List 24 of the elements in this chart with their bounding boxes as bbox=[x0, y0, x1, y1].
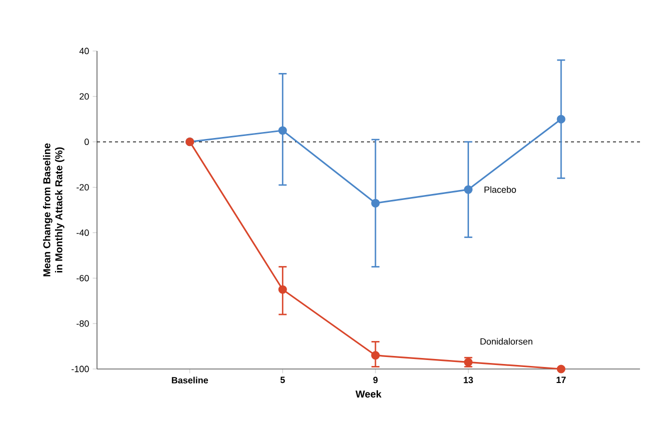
series-label: Donidalorsen bbox=[480, 338, 532, 345]
y-tick-label: 0 bbox=[84, 138, 89, 146]
point bbox=[278, 285, 287, 294]
point bbox=[278, 126, 287, 135]
y-tick-label: 40 bbox=[79, 48, 89, 54]
series-label: Placebo bbox=[484, 186, 516, 193]
x-axis-title: Week bbox=[356, 390, 382, 398]
y-tick-label: -40 bbox=[76, 230, 89, 236]
y-tick-label: -100 bbox=[72, 366, 89, 372]
point bbox=[371, 351, 380, 360]
point bbox=[464, 185, 473, 194]
x-tick-label: Baseline bbox=[172, 376, 208, 384]
point bbox=[371, 198, 380, 208]
y-tick-label: -80 bbox=[76, 320, 89, 327]
point bbox=[556, 114, 566, 124]
y-tick-label: -20 bbox=[76, 184, 89, 190]
x-tick-label: 13 bbox=[464, 376, 473, 384]
x-tick-label: 9 bbox=[373, 376, 378, 384]
x-tick-label: 5 bbox=[280, 376, 285, 384]
y-tick-label: -60 bbox=[76, 274, 89, 282]
x-tick-label: 17 bbox=[556, 376, 566, 383]
point bbox=[556, 364, 566, 374]
y-axis-title: Mean Change from Baseline in Monthly Attack Rate (%) bbox=[43, 143, 64, 276]
y-tick-label: 20 bbox=[80, 93, 89, 100]
